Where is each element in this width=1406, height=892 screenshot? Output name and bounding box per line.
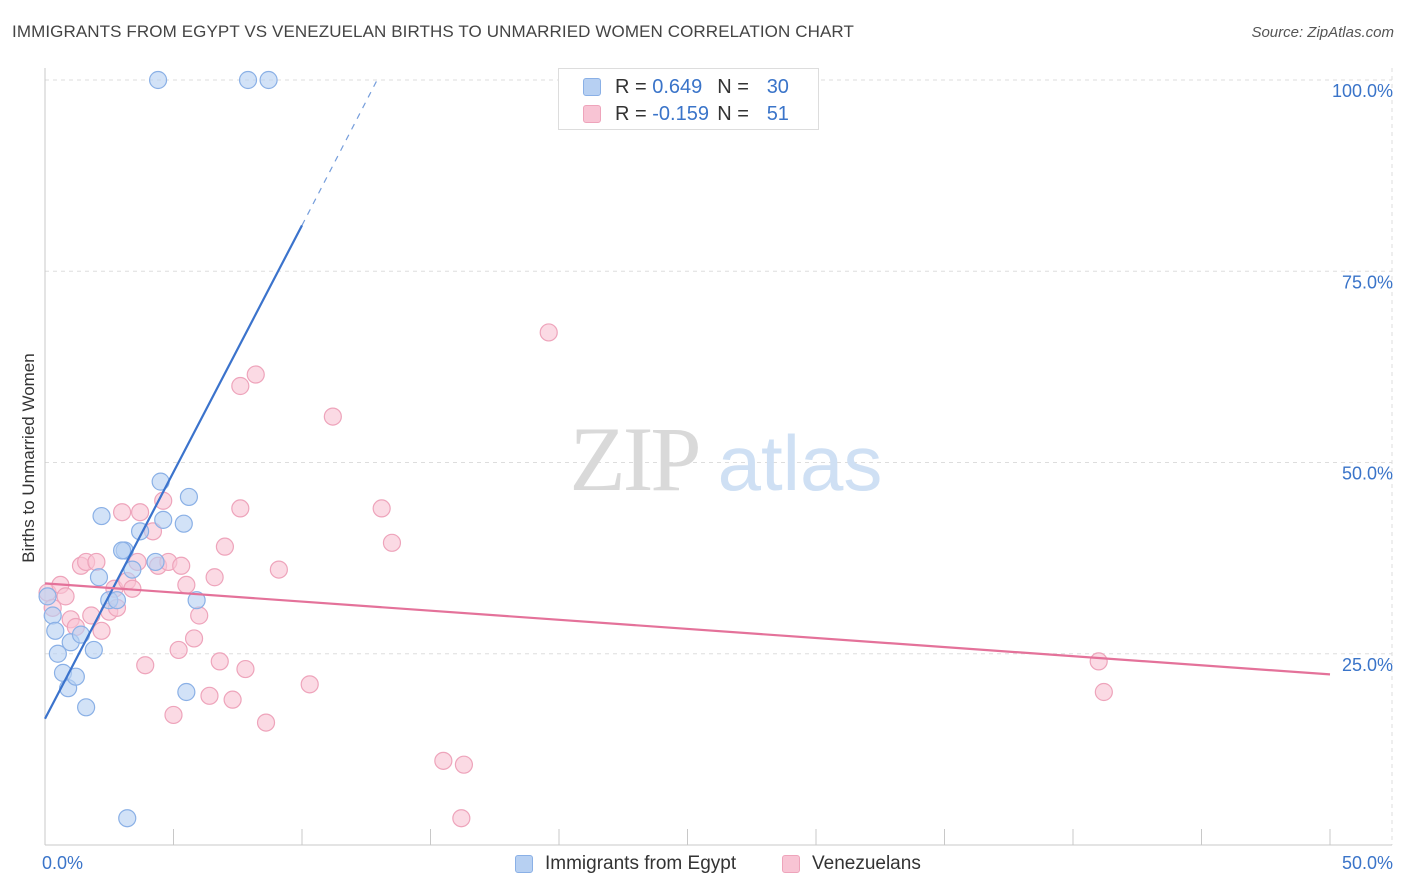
blue-swatch-icon bbox=[583, 78, 601, 96]
egypt-point bbox=[43, 606, 62, 625]
egypt-trend-extension bbox=[301, 75, 380, 226]
venezuelan-point bbox=[169, 640, 188, 660]
venezuelan-point bbox=[200, 686, 219, 705]
venezuelan-point bbox=[92, 621, 111, 640]
y-tick-label: 75.0% bbox=[1342, 272, 1393, 292]
n-label: N = bbox=[717, 75, 749, 98]
egypt-point bbox=[154, 510, 173, 529]
venezuelan-point bbox=[382, 533, 402, 552]
venezuelan-point bbox=[452, 809, 471, 828]
watermark-zip: ZIP bbox=[570, 408, 699, 510]
venezuelan-point bbox=[300, 675, 319, 694]
egypt-trend-line bbox=[44, 224, 303, 720]
venezuelan-point bbox=[130, 503, 150, 522]
egypt-point bbox=[146, 552, 165, 572]
egypt-point bbox=[92, 506, 111, 526]
venezuelan-point bbox=[539, 323, 558, 342]
venezuelan-point bbox=[372, 499, 391, 518]
egypt-point bbox=[112, 541, 132, 560]
chart-source: Source: ZipAtlas.com bbox=[1251, 24, 1394, 41]
venezuelan-point bbox=[210, 652, 229, 671]
watermark: ZIP atlas bbox=[570, 408, 883, 510]
venezuelan-point bbox=[87, 552, 106, 572]
n-label: N = bbox=[717, 102, 749, 125]
chart-title: IMMIGRANTS FROM EGYPT VS VENEZUELAN BIRT… bbox=[12, 22, 854, 41]
x-tick-label: 0.0% bbox=[42, 853, 83, 873]
venezuelan-point bbox=[136, 656, 155, 675]
bottom-legend-venezuelans[interactable]: Venezuelans bbox=[782, 851, 921, 877]
n-value-egypt: 30 bbox=[766, 75, 789, 98]
n-value-venezuelans: 51 bbox=[766, 102, 789, 125]
egypt-point bbox=[238, 70, 258, 90]
point-layer bbox=[38, 70, 1113, 828]
stats-legend: R = 0.649 N = 30 R = -0.159 N = 51 bbox=[558, 68, 819, 130]
egypt-point bbox=[118, 809, 137, 828]
venezuelan-point bbox=[177, 575, 196, 595]
venezuelan-point bbox=[1094, 682, 1113, 702]
egypt-point bbox=[179, 487, 199, 507]
r-value-venezuelans: -0.159 bbox=[652, 102, 709, 125]
watermark-atlas: atlas bbox=[718, 419, 883, 507]
egypt-point bbox=[48, 644, 67, 663]
venezuelan-point bbox=[454, 755, 474, 774]
venezuelan-point bbox=[269, 560, 288, 579]
venezuelan-point bbox=[236, 659, 255, 679]
venezuelan-point bbox=[190, 606, 209, 625]
venezuelan-point bbox=[256, 713, 276, 732]
stats-legend-row-egypt: R = 0.649 N = 30 bbox=[583, 75, 789, 99]
pink-swatch-icon bbox=[583, 105, 601, 123]
axis-layer: 25.0% 50.0% 75.0% 100.0% 0.0% 50.0% bbox=[42, 68, 1393, 873]
bottom-legend-egypt[interactable]: Immigrants from Egypt bbox=[515, 851, 736, 877]
venezuelan-point bbox=[172, 556, 191, 575]
venezuelan-point bbox=[56, 587, 75, 606]
trend-layer bbox=[44, 75, 1331, 720]
venezuelan-point bbox=[184, 629, 204, 648]
r-value-egypt: 0.649 bbox=[652, 75, 703, 98]
venezuelan-point bbox=[112, 503, 132, 522]
y-tick-label: 50.0% bbox=[1342, 464, 1393, 484]
y-axis-label: Births to Unmarried Women bbox=[19, 353, 38, 562]
x-tick-label: 50.0% bbox=[1342, 853, 1393, 873]
venezuelan-point bbox=[215, 537, 234, 556]
egypt-point bbox=[89, 568, 109, 587]
egypt-point bbox=[259, 70, 278, 90]
egypt-point bbox=[38, 587, 57, 606]
egypt-point bbox=[84, 640, 103, 660]
venezuelan-point bbox=[154, 491, 173, 510]
venezuelan-point bbox=[231, 499, 250, 518]
legend-label-venezuelans: Venezuelans bbox=[812, 853, 921, 874]
venezuelan-point bbox=[164, 705, 183, 725]
egypt-point bbox=[107, 591, 127, 610]
pink-swatch-icon bbox=[782, 855, 800, 873]
venezuelan-point bbox=[231, 376, 250, 396]
blue-swatch-icon bbox=[515, 855, 533, 873]
y-tick-label: 25.0% bbox=[1342, 655, 1393, 675]
venezuelan-point bbox=[434, 751, 453, 770]
y-tick-label: 100.0% bbox=[1332, 81, 1393, 101]
egypt-point bbox=[187, 591, 206, 610]
venezuelan-point bbox=[82, 606, 101, 625]
venezuelan-trend-line bbox=[44, 582, 1331, 676]
egypt-point bbox=[77, 698, 96, 717]
venezuelan-point bbox=[205, 568, 224, 587]
legend-label-egypt: Immigrants from Egypt bbox=[545, 853, 737, 874]
venezuelan-point bbox=[246, 365, 265, 384]
egypt-point bbox=[148, 70, 168, 90]
r-label: R = bbox=[615, 102, 647, 125]
r-label: R = bbox=[615, 75, 647, 98]
venezuelan-point bbox=[223, 690, 242, 709]
venezuelan-point bbox=[1089, 652, 1108, 671]
egypt-point bbox=[174, 514, 193, 533]
egypt-point bbox=[46, 621, 65, 640]
venezuelan-point bbox=[323, 407, 342, 426]
egypt-point bbox=[177, 682, 196, 702]
stats-legend-row-venezuelans: R = -0.159 N = 51 bbox=[583, 102, 789, 126]
